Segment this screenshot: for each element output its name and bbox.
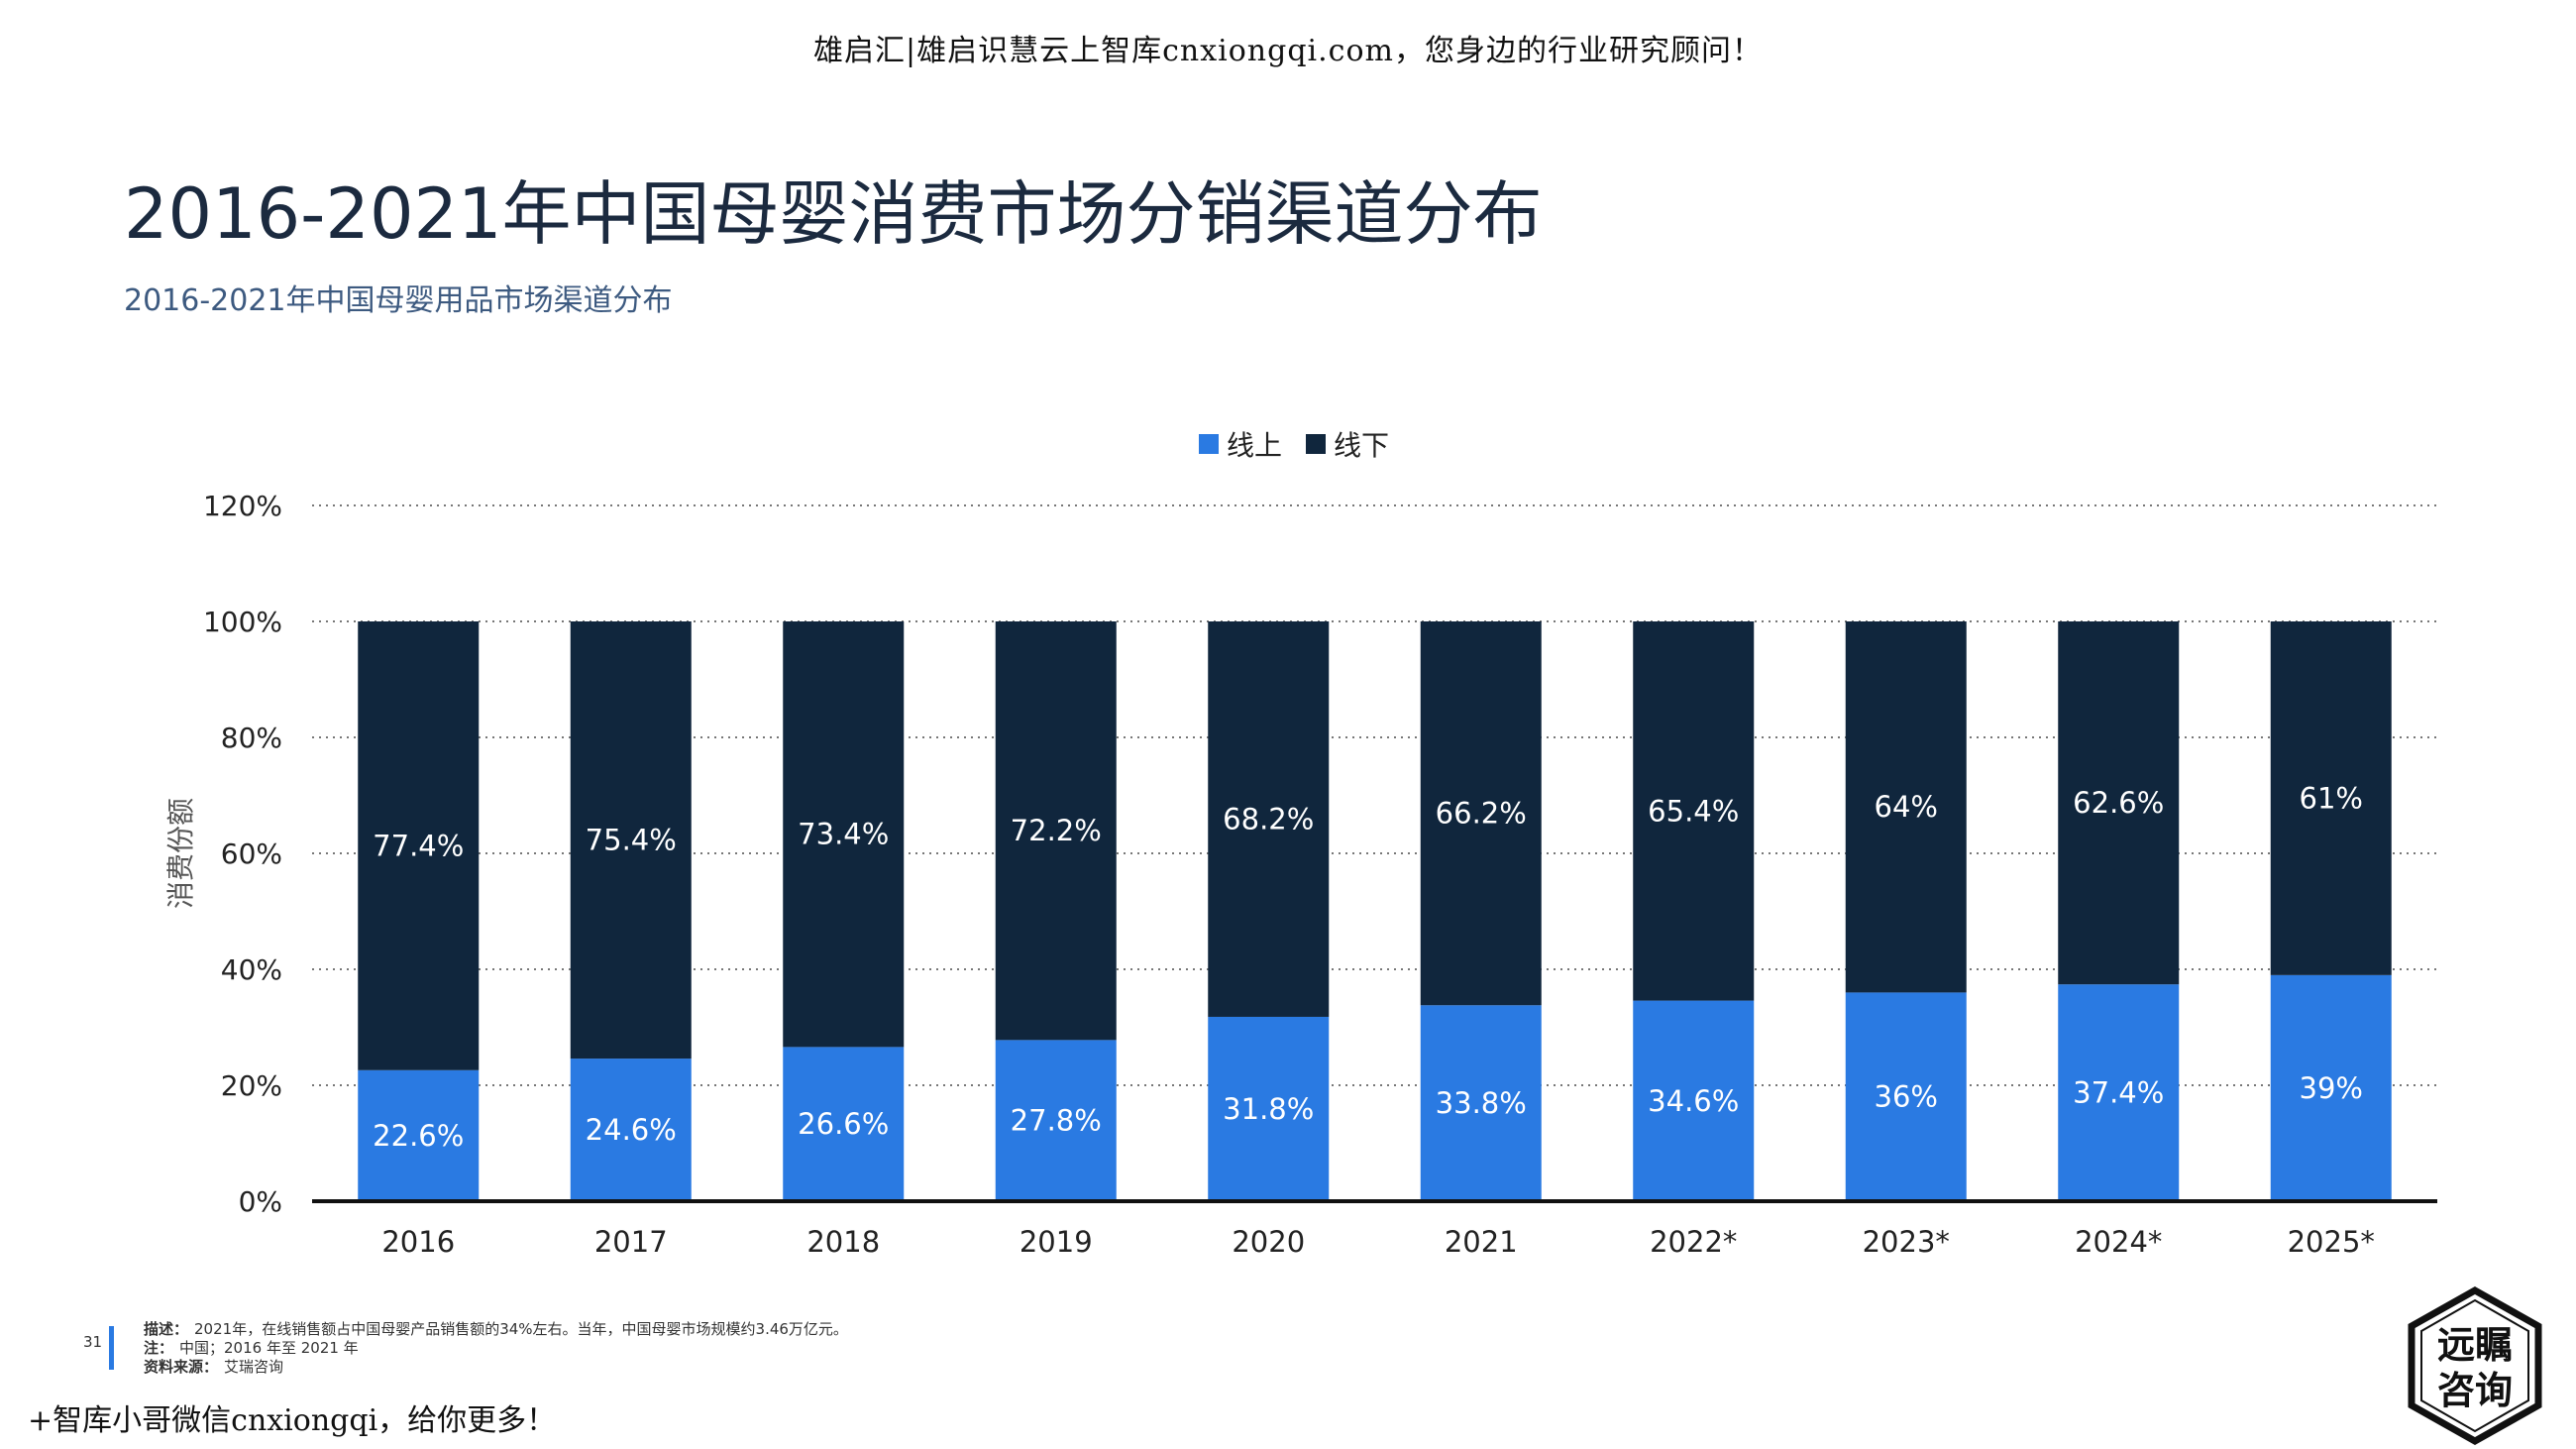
data-label-offline: 65.4%	[1648, 794, 1739, 828]
chart-legend: 线上 线下	[1199, 424, 1413, 464]
legend-item-online: 线上	[1199, 424, 1282, 464]
x-tick-label: 2016	[381, 1225, 455, 1259]
bar-online	[570, 1059, 692, 1201]
y-tick-label: 0%	[239, 1185, 282, 1218]
x-tick-label: 2020	[1232, 1225, 1305, 1259]
data-label-online: 27.8%	[1011, 1104, 1102, 1138]
y-axis-label: 消费份额	[164, 798, 197, 909]
data-label-online: 39%	[2300, 1071, 2363, 1105]
y-tick-label: 20%	[221, 1069, 282, 1102]
bar-offline	[358, 621, 480, 1070]
source-notes: 描述： 2021年，在线销售额占中国母婴产品销售额的34%左右。当年，中国母婴市…	[144, 1320, 848, 1377]
page-subtitle: 2016-2021年中国母婴用品市场渠道分布	[124, 283, 673, 318]
data-label-offline: 66.2%	[1436, 797, 1527, 831]
x-tick-label: 2024*	[2075, 1225, 2162, 1259]
data-label-online: 36%	[1875, 1080, 1938, 1114]
logo-text-line1: 远瞩	[2437, 1323, 2513, 1367]
bar-online	[1633, 1000, 1755, 1201]
data-label-offline: 62.6%	[2073, 786, 2164, 820]
x-tick-label: 2019	[1020, 1225, 1093, 1259]
legend-swatch-online	[1199, 434, 1219, 454]
page-number: 31	[83, 1333, 103, 1351]
legend-label-offline: 线下	[1334, 429, 1390, 462]
bar-offline	[1208, 621, 1330, 1017]
y-tick-label: 120%	[203, 490, 282, 522]
data-label-offline: 64%	[1875, 790, 1938, 824]
bar-offline	[2270, 621, 2392, 975]
bar-offline	[1633, 621, 1755, 1001]
bar-online	[1845, 992, 1967, 1201]
data-label-online: 34.6%	[1648, 1084, 1739, 1118]
data-label-online: 24.6%	[586, 1113, 677, 1147]
data-label-offline: 61%	[2300, 781, 2363, 815]
data-label-online: 22.6%	[373, 1119, 464, 1153]
bar-online	[2270, 974, 2392, 1201]
x-tick-label: 2025*	[2288, 1225, 2375, 1259]
note-description: 描述： 2021年，在线销售额占中国母婴产品销售额的34%左右。当年，中国母婴市…	[144, 1320, 848, 1338]
data-label-online: 33.8%	[1436, 1086, 1527, 1120]
bar-online	[1208, 1016, 1330, 1201]
logo-text-line2: 咨询	[2437, 1369, 2513, 1412]
x-tick-label: 2018	[806, 1225, 880, 1259]
page-title: 2016-2021年中国母婴消费市场分销渠道分布	[124, 173, 1543, 255]
bar-offline	[570, 621, 692, 1059]
stacked-bar-chart: 0% 20% 40% 60% 80% 100% 120% 消费份额 22.6% 77.4% 2016…	[164, 490, 2437, 1259]
bottom-watermark: +智库小哥微信cnxiongqi，给你更多！	[28, 1403, 557, 1438]
note-remark: 注： 中国；2016 年至 2021 年	[144, 1339, 359, 1357]
brand-logo: 远瞩 咨询	[2408, 1286, 2542, 1445]
note-source: 资料来源： 艾瑞咨询	[144, 1358, 284, 1376]
data-label-offline: 77.4%	[373, 829, 464, 862]
x-tick-label: 2017	[594, 1225, 668, 1259]
y-tick-label: 80%	[221, 722, 282, 754]
x-tick-label: 2022*	[1650, 1225, 1737, 1259]
bar-offline	[1420, 621, 1542, 1006]
bar-offline	[783, 621, 905, 1048]
y-tick-label: 100%	[203, 606, 282, 638]
bar-offline	[2058, 621, 2180, 985]
data-label-online: 37.4%	[2073, 1076, 2164, 1110]
top-watermark: 雄启汇|雄启识慧云上智库cnxiongqi.com，您身边的行业研究顾问！	[813, 34, 1763, 68]
data-label-offline: 75.4%	[586, 824, 677, 857]
legend-item-offline: 线下	[1306, 424, 1389, 464]
notes-accent-bar	[109, 1326, 114, 1370]
bar-online	[1420, 1005, 1542, 1201]
data-label-offline: 68.2%	[1223, 802, 1314, 836]
data-label-online: 31.8%	[1223, 1092, 1314, 1126]
x-tick-label: 2023*	[1863, 1225, 1950, 1259]
data-label-offline: 73.4%	[798, 818, 889, 851]
x-tick-label: 2021	[1445, 1225, 1518, 1259]
bar-online	[995, 1040, 1117, 1201]
y-tick-label: 40%	[221, 953, 282, 986]
bar-online	[783, 1047, 905, 1201]
legend-swatch-offline	[1306, 434, 1327, 454]
data-label-offline: 72.2%	[1011, 814, 1102, 847]
bar-online	[2058, 984, 2180, 1201]
bar-offline	[995, 621, 1117, 1041]
legend-label-online: 线上	[1227, 429, 1283, 462]
y-tick-label: 60%	[221, 837, 282, 870]
bar-offline	[1845, 621, 1967, 993]
data-label-online: 26.6%	[798, 1107, 889, 1141]
bar-online	[358, 1069, 480, 1201]
